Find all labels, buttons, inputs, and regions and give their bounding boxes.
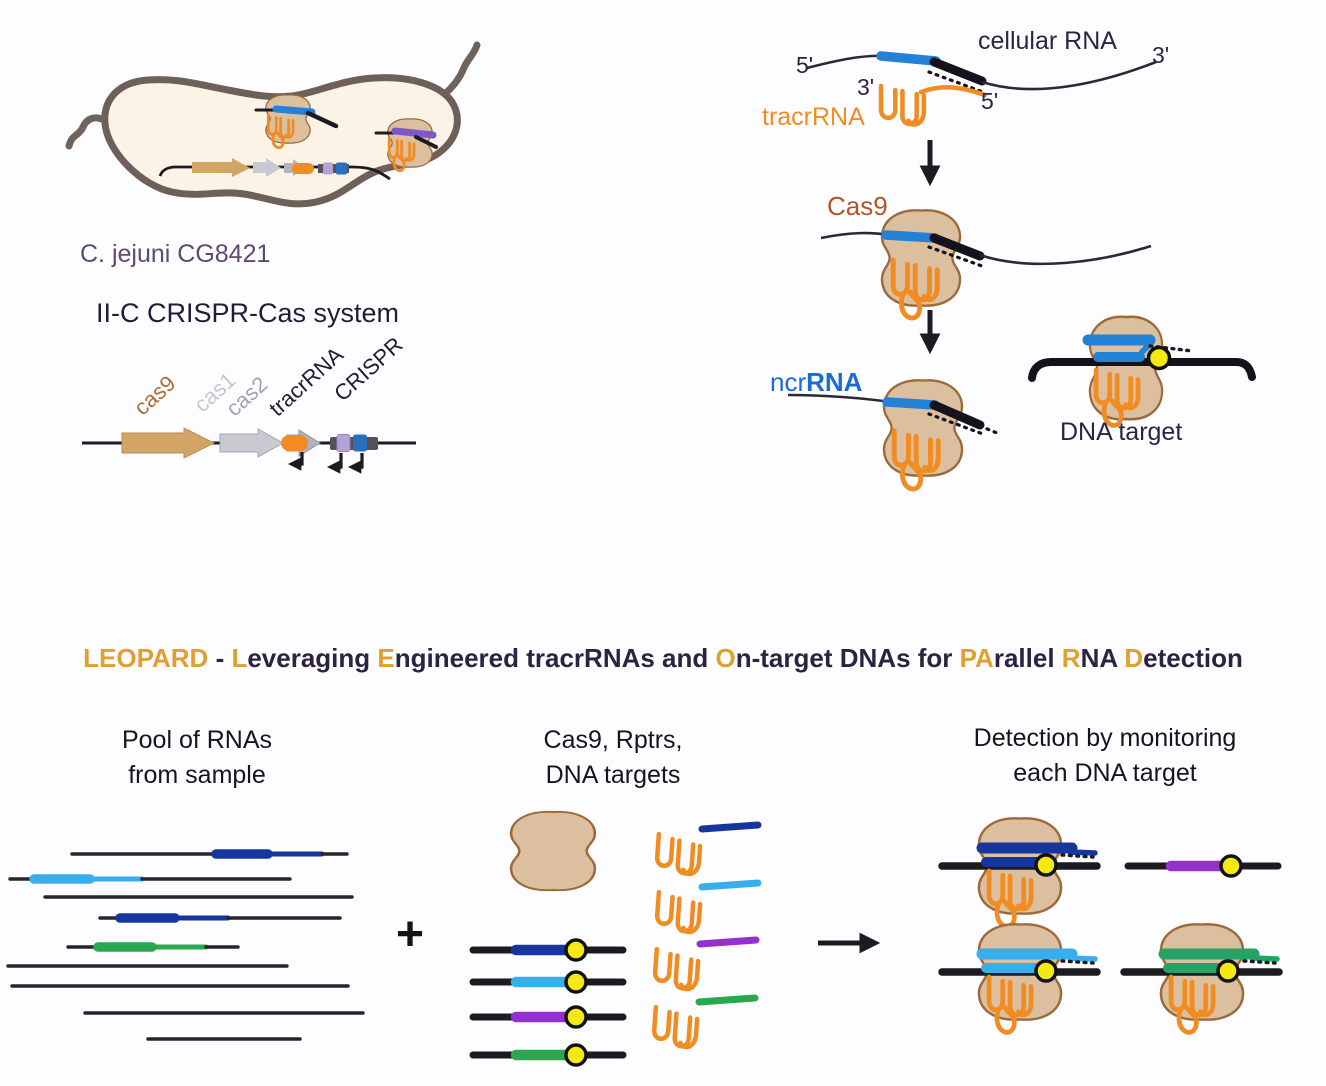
rptr-purple xyxy=(654,940,756,990)
cas9-complex-mini-violet xyxy=(374,118,438,173)
crispr-spacer2-mini xyxy=(336,162,347,175)
rna-tracr-duplex xyxy=(929,57,987,86)
detection-complex-green xyxy=(1124,924,1279,1032)
reporter-dot xyxy=(1146,345,1172,371)
bacterial-cell xyxy=(65,41,481,208)
plus-sign: + xyxy=(396,908,425,961)
ncrrna-label: ncrRNA xyxy=(770,367,863,397)
crispr-spacer2 xyxy=(353,434,367,452)
ncrrna-panel xyxy=(787,379,999,489)
dna-target-green xyxy=(473,1045,623,1065)
unbound-target-purple xyxy=(1128,856,1278,876)
column-heading-detection: Detection by monitoring each DNA target xyxy=(973,724,1237,787)
system-title: II-C CRISPR-Cas system xyxy=(96,298,400,328)
cas1-gene-arrow-mini xyxy=(253,158,281,177)
target-dna-strand xyxy=(1028,358,1256,382)
organism-label: C. jejuni CG8421 xyxy=(80,240,271,268)
rptrs-set xyxy=(653,825,758,1048)
rna-target-segment xyxy=(876,51,941,66)
tracr-five-prime-label: 5' xyxy=(981,88,999,114)
tracr-antirepeat xyxy=(918,85,988,98)
dna-targets-set xyxy=(473,940,623,1065)
cas9-gene-arrow xyxy=(121,427,216,459)
basepair-dots xyxy=(927,70,985,94)
detection-complex-cyan xyxy=(942,924,1097,1032)
rptr-cyan xyxy=(656,883,758,933)
rna-strand-right xyxy=(981,60,1157,91)
crispr-spacer1-mini xyxy=(323,162,333,175)
cas9-binding-panel xyxy=(820,209,1152,355)
crispr-array-mini xyxy=(318,164,349,173)
cellular-rna-panel xyxy=(806,51,1157,187)
cas9-label: Cas9 xyxy=(827,191,888,221)
cas9-complex-mini-blue xyxy=(254,94,339,150)
cas9-gene-arrow-mini xyxy=(192,158,250,177)
dna-target-navy xyxy=(473,940,623,960)
dna-target-panel xyxy=(1028,315,1256,426)
tracrrna-label: tracrRNA xyxy=(762,103,865,131)
apo-cas9-protein xyxy=(509,810,597,892)
dna-target-cyan xyxy=(473,972,623,992)
rna-pool xyxy=(6,849,365,1041)
detection-results xyxy=(942,818,1279,1032)
tracrrna-gene-mini xyxy=(292,163,314,174)
tracrrna-gene xyxy=(281,435,308,451)
cas1-gene-arrow xyxy=(219,428,285,458)
rna-strand-left xyxy=(806,54,885,70)
rna-three-prime-label: 3' xyxy=(1152,42,1170,68)
crispr-spacer1 xyxy=(336,434,351,452)
column-heading-reagents: Cas9, Rptrs, DNA targets xyxy=(543,726,683,789)
dna-target-purple xyxy=(473,1007,623,1027)
rptr-green xyxy=(653,998,755,1048)
rptr-navy xyxy=(656,825,758,875)
tracrrna-hairpin xyxy=(881,86,924,124)
detection-complex-navy xyxy=(942,818,1097,926)
column-heading-pool: Pool of RNAs from sample xyxy=(121,726,273,789)
cell-genome-locus xyxy=(158,158,391,181)
dna-target-label: DNA target xyxy=(1060,418,1183,446)
cellular-rna-label: cellular RNA xyxy=(978,27,1117,55)
leopard-title: LEOPARD - Leveraging Engineered tracrRNA… xyxy=(83,643,1243,673)
rna-five-prime-label: 5' xyxy=(796,52,814,78)
tracr-three-prime-label: 3' xyxy=(857,74,875,100)
crispr-locus-diagram xyxy=(82,427,416,474)
promoter-arrows xyxy=(287,452,364,474)
